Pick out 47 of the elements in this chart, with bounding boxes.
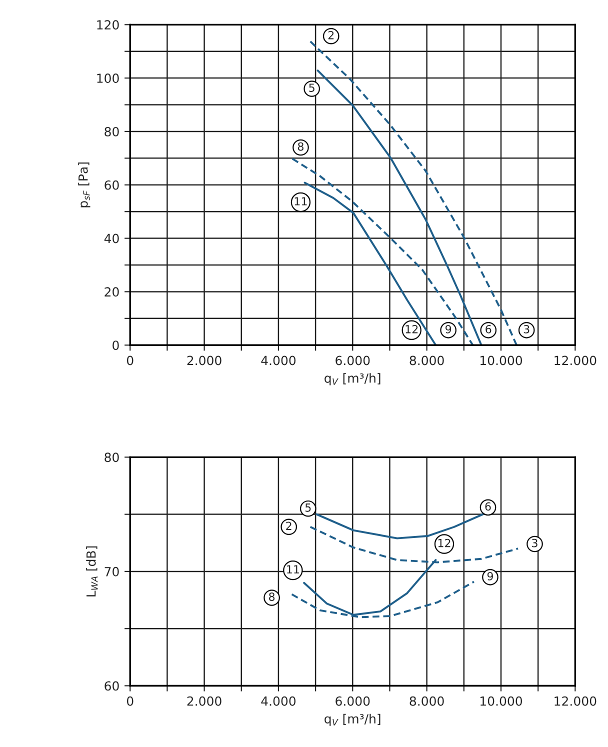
y-axis-title: p$_{sF}$ [Pa] xyxy=(78,162,90,208)
x-tick-label: 10.000 xyxy=(480,696,522,706)
x-axis-title: q$_{V}$ [m³/h] xyxy=(324,373,380,386)
x-tick-label: 8.000 xyxy=(410,696,444,706)
x-axis-title: q$_{V}$ [m³/h] xyxy=(324,714,380,726)
annotation: 2 xyxy=(328,30,334,40)
x-tick-label: 2.000 xyxy=(187,356,222,366)
annotation: 3 xyxy=(524,324,530,334)
x-tick-label: 12.000 xyxy=(554,356,596,366)
annotation: 11 xyxy=(294,197,307,206)
y-axis-title: L$_{WA}$ [dB] xyxy=(86,546,98,596)
y-tick-label: 120 xyxy=(97,20,119,30)
x-tick-label: 6.000 xyxy=(336,356,370,366)
x-tick-label: 0 xyxy=(126,696,134,706)
y-tick-label: 80 xyxy=(104,452,119,462)
annotation: 9 xyxy=(445,324,452,334)
x-tick-label: 4.000 xyxy=(261,356,296,366)
x-tick-label: 8.000 xyxy=(410,356,444,366)
annotation: 9 xyxy=(487,572,493,580)
annotation: 6 xyxy=(485,502,491,511)
y-tick-label: 80 xyxy=(104,126,119,136)
x-tick-label: 2.000 xyxy=(187,696,222,706)
annotation: 12 xyxy=(438,538,450,548)
annotation: 5 xyxy=(305,504,311,512)
annotation: 2 xyxy=(286,522,292,530)
line-series xyxy=(316,70,482,346)
x-tick-label: 0 xyxy=(126,356,134,366)
y-tick-label: 60 xyxy=(104,180,119,190)
annotation: 11 xyxy=(287,565,299,574)
x-tick-label: 10.000 xyxy=(480,356,522,366)
annotation: 12 xyxy=(406,324,418,334)
y-tick-label: 100 xyxy=(97,74,119,83)
y-tick-label: 60 xyxy=(104,681,119,691)
y-tick-label: 40 xyxy=(104,234,119,244)
line-series xyxy=(309,40,518,346)
x-tick-label: 6.000 xyxy=(336,696,370,706)
y-tick-label: 70 xyxy=(104,566,119,576)
annotation: 6 xyxy=(486,324,492,334)
x-tick-label: 12.000 xyxy=(554,696,596,706)
annotation: 5 xyxy=(309,84,314,92)
annotation: 8 xyxy=(269,592,275,601)
annotation: 3 xyxy=(532,538,538,548)
x-tick-label: 4.000 xyxy=(261,696,296,706)
y-tick-label: 0 xyxy=(112,340,119,350)
line-series xyxy=(291,158,474,346)
annotation: 8 xyxy=(298,142,304,151)
y-tick-label: 20 xyxy=(104,287,119,297)
